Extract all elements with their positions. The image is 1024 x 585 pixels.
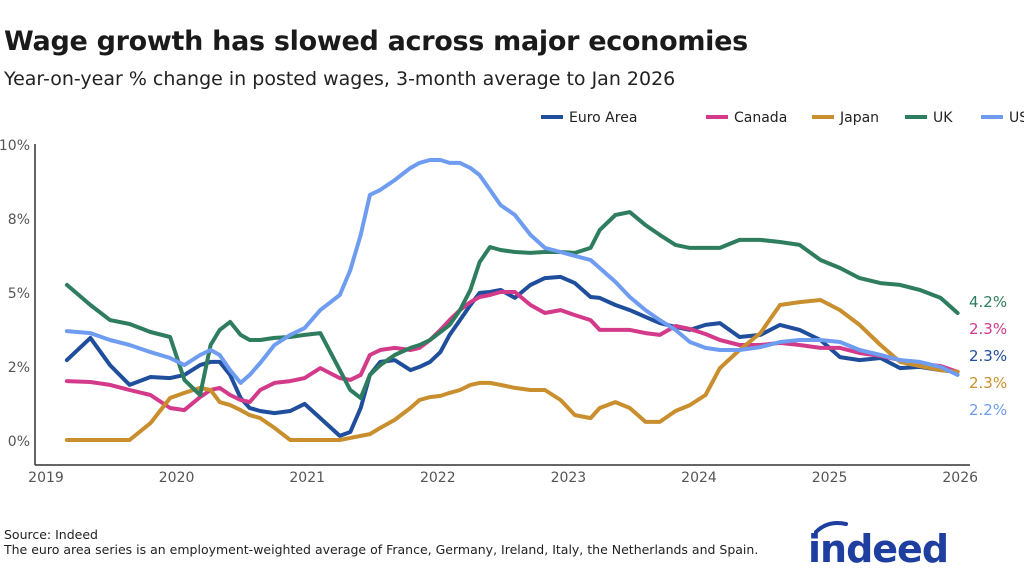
end-label-canada: 2.3% xyxy=(969,320,1007,338)
chart-title: Wage growth has slowed across major econ… xyxy=(4,26,748,57)
y-tick-label: 2% xyxy=(8,360,30,376)
legend-label: US xyxy=(1009,110,1024,126)
x-tick-label: 2022 xyxy=(420,470,456,486)
x-tick-label: 2023 xyxy=(551,470,587,486)
svg-text:indeed: indeed xyxy=(808,527,948,568)
x-tick-label: 2024 xyxy=(681,470,717,486)
source-note: Source: Indeed xyxy=(4,527,98,542)
x-tick-label: 2026 xyxy=(942,470,978,486)
chart-subtitle: Year-on-year % change in posted wages, 3… xyxy=(4,68,676,90)
series-line-canada xyxy=(64,290,960,413)
y-tick-label: 5% xyxy=(8,286,30,302)
legend-label: UK xyxy=(933,110,953,126)
legend-label: Euro Area xyxy=(569,110,637,126)
series-line-us xyxy=(64,158,960,385)
methodology-note: The euro area series is an employment-we… xyxy=(4,542,759,557)
end-label-euro-area: 2.3% xyxy=(969,347,1007,365)
indeed-logo: indeed xyxy=(808,518,998,577)
x-tick-label: 2020 xyxy=(159,470,195,486)
y-tick-label: 0% xyxy=(8,434,30,450)
x-tick-label: 2019 xyxy=(28,470,64,486)
series-line-japan xyxy=(64,298,960,442)
series-line-uk xyxy=(64,210,960,400)
legend-label: Japan xyxy=(839,110,879,126)
end-label-us: 2.2% xyxy=(969,401,1007,419)
y-tick-label: 10% xyxy=(0,138,30,154)
x-tick-label: 2021 xyxy=(289,470,325,486)
x-tick-label: 2025 xyxy=(812,470,848,486)
end-label-japan: 2.3% xyxy=(969,374,1007,392)
legend-label: Canada xyxy=(734,110,787,126)
y-tick-label: 8% xyxy=(8,212,30,228)
end-label-uk: 4.2% xyxy=(969,293,1007,311)
